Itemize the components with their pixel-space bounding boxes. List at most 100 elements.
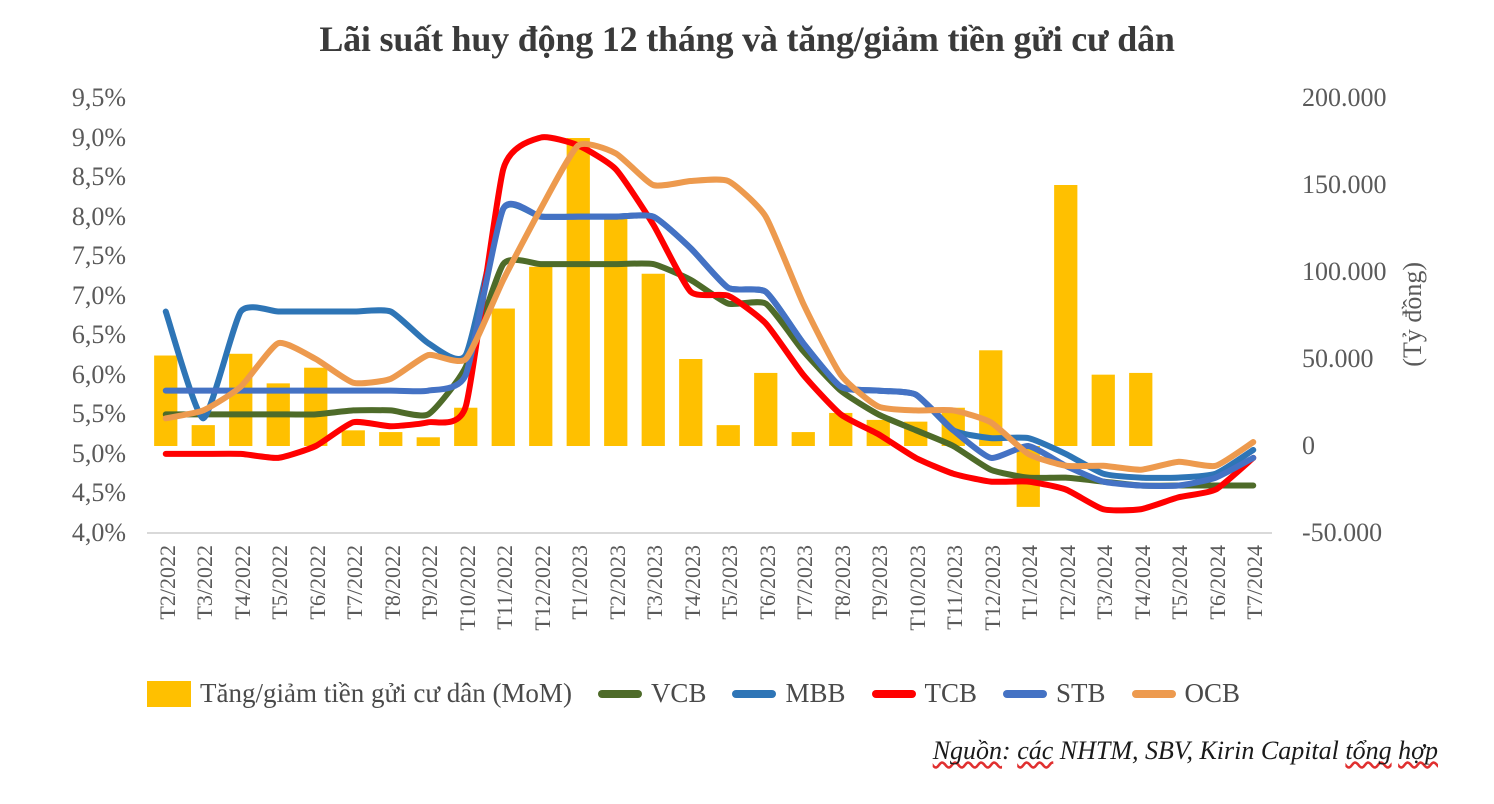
legend-item-mbb[interactable]: MBB xyxy=(732,678,846,709)
left-axis-tick: 7,0% xyxy=(71,280,126,310)
chart-title: Lãi suất huy động 12 tháng và tăng/giảm … xyxy=(319,19,1175,59)
x-axis-tick: T7/2023 xyxy=(792,545,818,620)
x-axis-tick: T6/2024 xyxy=(1204,545,1230,620)
left-axis-tick: 9,0% xyxy=(71,122,126,152)
legend-label: OCB xyxy=(1184,678,1241,708)
chart-legend: Tăng/giảm tiền gửi cư dân (MoM) VCB MBB TCB… xyxy=(147,678,1417,709)
left-axis-tick: 6,5% xyxy=(71,320,126,350)
x-axis-tick: T9/2022 xyxy=(417,545,443,620)
x-axis-tick: T8/2023 xyxy=(829,545,855,620)
line-series-ocb xyxy=(162,141,1257,473)
x-axis-tick: T8/2022 xyxy=(379,545,405,620)
source-note-fragment: : xyxy=(1002,736,1018,765)
left-axis-tick: 7,5% xyxy=(71,241,126,271)
source-note-fragment: tổng xyxy=(1345,736,1392,765)
legend-line-swatch-icon xyxy=(1131,689,1176,698)
x-axis-tick: T3/2022 xyxy=(192,545,218,620)
legend-label: VCB xyxy=(650,678,707,708)
x-axis-tick: T6/2023 xyxy=(754,545,780,620)
legend-line-swatch-icon xyxy=(597,689,642,698)
line-series-tcb xyxy=(162,134,1257,514)
x-axis-tick: T6/2022 xyxy=(304,545,330,620)
left-axis-tick: 6,0% xyxy=(71,359,126,389)
legend-item-tcb[interactable]: TCB xyxy=(871,678,977,709)
x-axis-tick: T1/2023 xyxy=(567,545,593,620)
legend-item-vcb[interactable]: VCB xyxy=(597,678,707,709)
bar-deposit-change xyxy=(529,266,553,446)
bar-deposit-change xyxy=(341,430,365,446)
legend-bar-swatch-icon xyxy=(147,680,191,707)
x-axis-tick: T5/2023 xyxy=(717,545,743,620)
right-axis-tick: -50.000 xyxy=(1302,518,1383,547)
bar-deposit-change xyxy=(229,353,253,446)
right-axis-tick: 150.000 xyxy=(1302,170,1387,199)
source-note-fragment: NHTM, SBV, Kirin Capital xyxy=(1053,736,1346,765)
bar-deposit-change xyxy=(304,367,328,446)
right-axis-tick: 0 xyxy=(1302,431,1315,460)
x-axis-tick: T2/2024 xyxy=(1054,545,1080,620)
legend-line-swatch-icon xyxy=(732,689,777,698)
left-axis-tick: 5,0% xyxy=(71,438,126,468)
legend-item-stb[interactable]: STB xyxy=(1003,678,1106,709)
bar-deposit-change xyxy=(679,359,703,446)
x-axis-tick: T10/2022 xyxy=(454,545,480,631)
bar-deposit-change xyxy=(566,138,590,446)
left-axis-tick: 4,0% xyxy=(71,518,126,547)
legend-item-deposit-change[interactable]: Tăng/giảm tiền gửi cư dân (MoM) xyxy=(147,678,572,709)
x-axis-tick: T2/2022 xyxy=(154,545,180,620)
legend-line-swatch-icon xyxy=(1003,689,1048,698)
x-axis-tick: T10/2023 xyxy=(904,545,930,631)
bar-deposit-change xyxy=(1129,372,1153,446)
bar-deposit-change xyxy=(191,425,215,446)
bar-deposit-change xyxy=(716,425,740,446)
bar-deposit-change xyxy=(791,432,815,446)
x-axis-tick: T7/2022 xyxy=(342,545,368,620)
source-note-fragment: hợp xyxy=(1398,736,1438,765)
right-axis-tick: 50.000 xyxy=(1302,344,1374,373)
right-axis-title: (Tỷ đồng) xyxy=(1398,262,1427,367)
line-series-stb xyxy=(162,200,1257,489)
right-axis-tick: 100.000 xyxy=(1302,257,1387,286)
x-axis-tick: T5/2024 xyxy=(1167,545,1193,620)
left-axis-tick: 9,5% xyxy=(71,83,126,112)
bar-deposit-change xyxy=(604,214,628,446)
x-axis-tick: T1/2024 xyxy=(1017,545,1043,620)
left-axis-tick: 4,5% xyxy=(71,478,126,508)
bar-deposit-change xyxy=(416,437,440,446)
legend-label: Tăng/giảm tiền gửi cư dân (MoM) xyxy=(200,678,572,708)
bar-deposit-change xyxy=(1091,374,1115,446)
x-axis-tick: T11/2023 xyxy=(942,545,968,630)
line-series-group xyxy=(162,134,1257,514)
source-note: Nguồn: các NHTM, SBV, Kirin Capital tổng… xyxy=(933,736,1438,766)
source-note-fragment: các xyxy=(1017,736,1054,765)
x-axis-tick: T3/2023 xyxy=(642,545,668,620)
left-axis-tick: 8,5% xyxy=(71,162,126,192)
x-axis-tick: T9/2023 xyxy=(867,545,893,620)
bar-deposit-change xyxy=(379,432,403,446)
x-axis-tick: T12/2023 xyxy=(979,545,1005,631)
bar-series-group xyxy=(154,138,1153,507)
x-axis-tick: T7/2024 xyxy=(1242,545,1268,620)
right-axis-tick: 200.000 xyxy=(1302,83,1387,112)
left-axis-tick: 5,5% xyxy=(71,399,126,429)
source-note-fragment: Nguồn xyxy=(932,736,1003,765)
left-axis-tick: 8,0% xyxy=(71,201,126,231)
x-axis-tick: T11/2022 xyxy=(492,545,518,630)
legend-item-ocb[interactable]: OCB xyxy=(1131,678,1241,709)
line-series-vcb xyxy=(162,256,1257,489)
bar-deposit-change xyxy=(1054,185,1078,446)
bar-deposit-change xyxy=(154,355,178,446)
bar-deposit-change xyxy=(754,372,778,446)
x-axis-tick: T5/2022 xyxy=(267,545,293,620)
bar-deposit-change xyxy=(491,308,515,446)
bar-deposit-change xyxy=(641,273,665,446)
x-axis-tick: T4/2023 xyxy=(679,545,705,620)
legend-label: STB xyxy=(1056,678,1106,708)
legend-line-swatch-icon xyxy=(871,689,916,698)
x-axis-tick: T2/2023 xyxy=(604,545,630,620)
x-axis-tick: T4/2024 xyxy=(1129,545,1155,620)
x-axis-tick: T12/2022 xyxy=(529,545,555,631)
x-axis-tick: T3/2024 xyxy=(1092,545,1118,620)
